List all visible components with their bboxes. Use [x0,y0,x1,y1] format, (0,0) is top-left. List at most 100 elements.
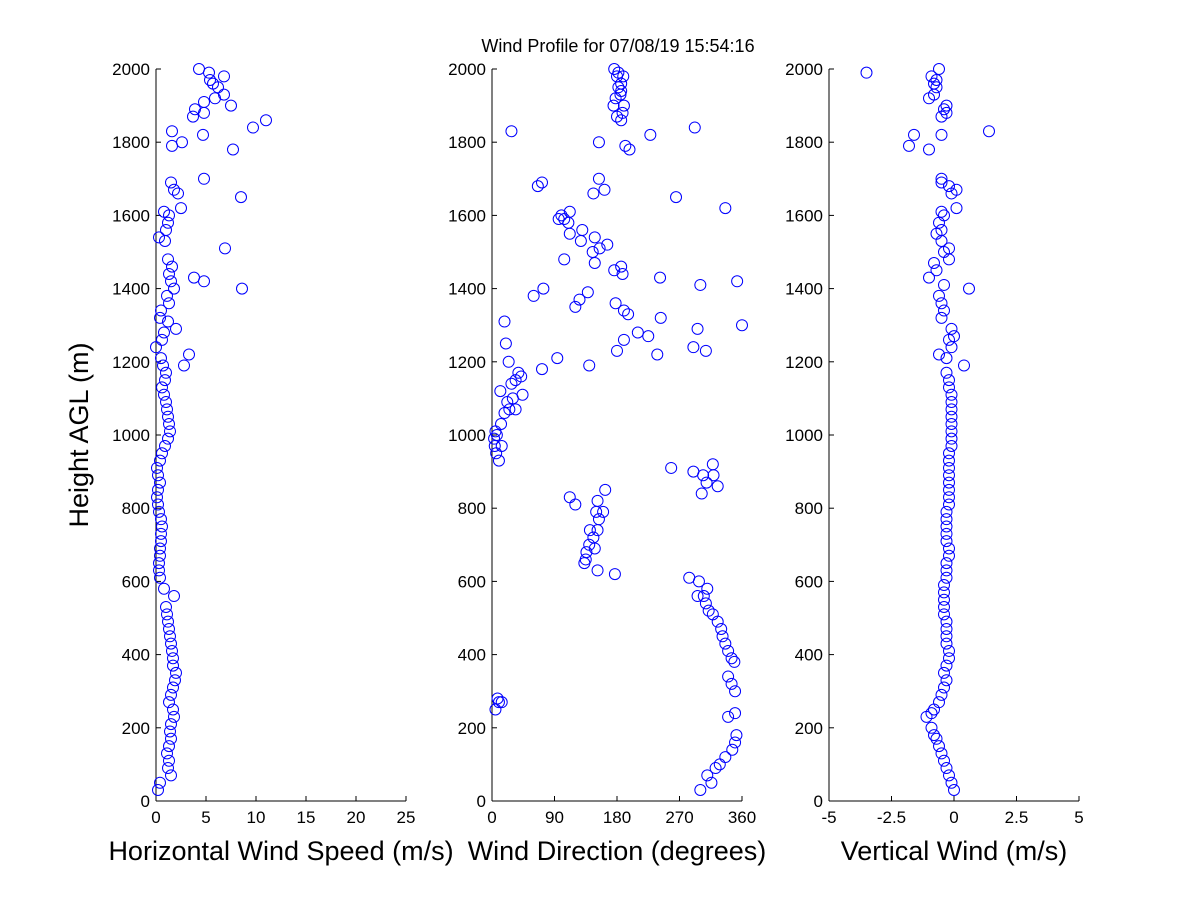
data-point [515,370,528,383]
plot-speed: 0 200 400 600 800 1000 1200 1400 1600 1800 2000 0 5 1… [64,60,454,866]
data-point [608,63,621,75]
data-point [706,458,719,471]
data-point [945,403,958,416]
data-point [154,549,166,562]
data-point [537,282,550,295]
data-point [963,282,975,295]
data-point [608,568,621,581]
data-point [153,231,165,244]
data-point [935,128,948,141]
data-point [699,344,712,357]
y-tick-label: 800 [122,499,150,518]
data-point [925,721,938,734]
data-point [935,688,948,701]
data-point [642,330,655,343]
data-point [940,535,953,548]
data-point [729,685,742,698]
data-point [950,183,963,196]
data-point [162,615,174,628]
data-point [923,271,935,284]
data-point [938,304,950,317]
data-point [495,696,508,709]
y-tick-label: 600 [795,572,823,591]
data-point [615,260,628,273]
data-point [168,282,180,295]
data-point [198,275,210,288]
data-point [938,681,950,694]
data-point [161,289,173,302]
data-point [583,359,596,372]
data-point [167,659,179,672]
data-point [176,136,188,149]
data-point [644,128,657,141]
data-point [700,476,713,489]
data-point [588,231,601,244]
plot-vertical: 0 200 400 600 800 1000 1200 1400 1600 1800 2000 -5 -… [785,60,1084,866]
data-point [697,590,710,603]
data-point [198,95,210,108]
data-point [160,366,172,379]
data-point [197,128,209,141]
data-point [617,70,630,83]
data-point [193,63,205,75]
data-point [154,542,166,555]
data-point [163,297,175,310]
data-point [599,483,612,496]
data-point [574,235,587,248]
data-point [161,747,173,760]
y-tick-label: 1600 [112,206,150,225]
data-point [611,344,623,357]
data-point [651,348,664,361]
data-point [943,644,955,657]
data-point [162,410,174,423]
data-point [163,267,175,280]
data-point [930,732,943,745]
x-axis-label: Wind Direction (degrees) [468,836,767,866]
data-point [161,608,173,621]
y-tick-label: 1800 [112,133,150,152]
y-tick-label: 400 [458,646,486,665]
data-point [165,275,177,288]
data-point [925,70,938,83]
data-point [935,205,948,218]
y-tick-label: 1600 [785,206,823,225]
data-point [170,322,182,335]
data-point [189,103,201,116]
y-tick-label: 800 [795,499,823,518]
data-point [935,311,948,324]
data-point [563,491,576,504]
data-point [945,410,958,423]
y-tick-label: 200 [795,719,823,738]
data-point [569,498,582,511]
data-point [563,205,576,218]
data-point [940,762,953,775]
data-point [218,70,230,83]
data-point [165,732,177,745]
data-point [701,582,714,595]
data-point [725,652,738,665]
y-tick-label: 0 [141,792,150,811]
data-point [938,593,950,606]
data-point [593,242,606,255]
data-point [945,418,958,431]
data-point [163,754,175,767]
x-tick-label: 2.5 [1005,808,1029,827]
data-point [943,498,955,511]
y-tick-label: 200 [458,719,486,738]
data-point [152,469,164,482]
data-point [945,341,958,354]
data-point [935,747,948,760]
data-point [935,224,948,237]
data-point [935,176,948,189]
data-point [552,213,565,226]
data-point [166,139,178,152]
data-point [563,227,576,240]
data-point [516,388,529,401]
data-point [159,374,171,387]
data-point [726,743,739,756]
data-point [938,754,950,767]
data-point [933,216,945,229]
data-point [943,542,955,555]
data-point [945,425,958,438]
data-point [155,304,167,317]
